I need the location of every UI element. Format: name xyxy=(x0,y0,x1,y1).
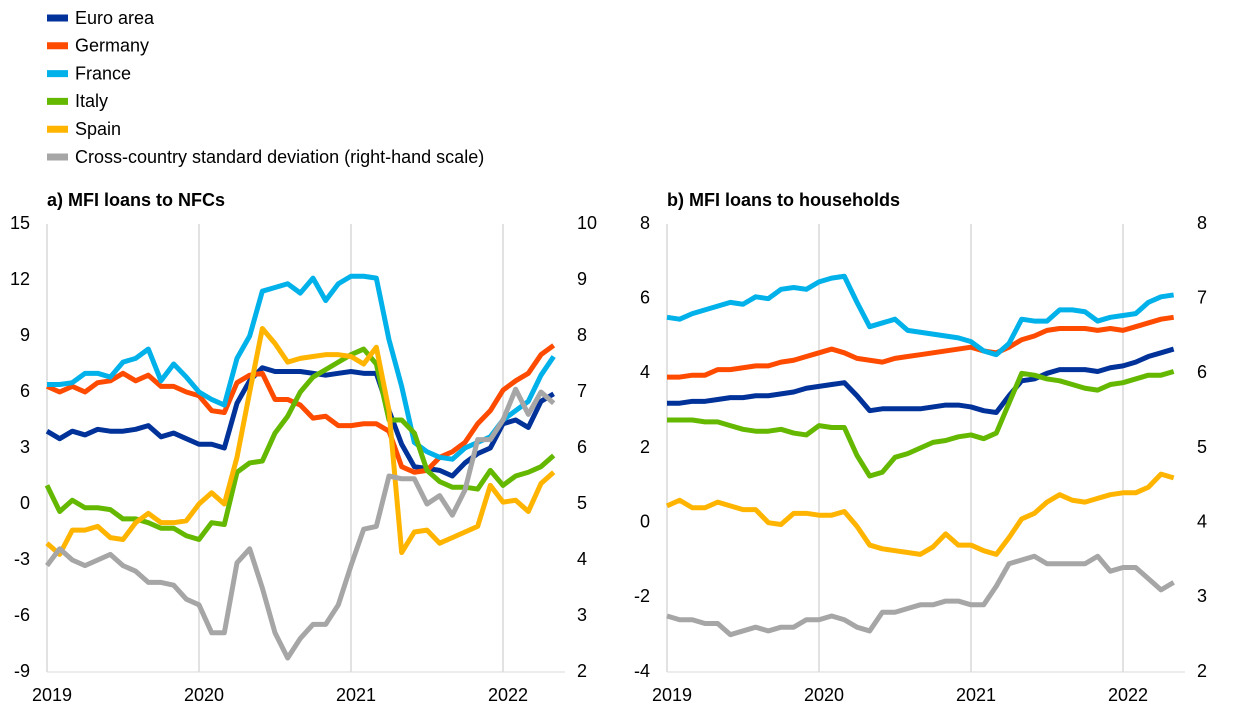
y-tick-label: 6 xyxy=(20,381,30,401)
x-tick-label: 2019 xyxy=(652,685,692,705)
y2-tick-label: 5 xyxy=(1197,437,1207,457)
series-line xyxy=(47,273,556,462)
y-tick-label: 12 xyxy=(10,269,30,289)
series-line xyxy=(45,326,556,557)
y2-tick-label: 7 xyxy=(1197,287,1207,307)
y2-tick-label: 6 xyxy=(577,437,587,457)
legend-label: Spain xyxy=(75,119,121,139)
y-tick-label: -9 xyxy=(14,661,30,681)
y2-tick-label: 7 xyxy=(577,381,587,401)
legend-label: Euro area xyxy=(75,8,155,28)
y-tick-label: 9 xyxy=(20,325,30,345)
series-line xyxy=(667,369,1175,479)
y-tick-label: 15 xyxy=(10,213,30,233)
legend-label: Italy xyxy=(75,91,108,111)
series-line xyxy=(45,365,555,479)
y2-tick-label: 4 xyxy=(1197,511,1207,531)
y-tick-label: -4 xyxy=(634,661,650,681)
y2-tick-label: 8 xyxy=(577,325,587,345)
x-tick-label: 2020 xyxy=(184,685,224,705)
x-tick-label: 2022 xyxy=(1108,685,1148,705)
y2-tick-label: 3 xyxy=(1197,586,1207,606)
x-tick-label: 2020 xyxy=(804,685,844,705)
x-tick-label: 2021 xyxy=(956,685,996,705)
series-line xyxy=(667,346,1175,416)
y2-tick-label: 10 xyxy=(577,213,597,233)
series-line xyxy=(45,386,556,661)
y2-tick-label: 2 xyxy=(577,661,587,681)
series-line xyxy=(665,471,1175,557)
series-line xyxy=(666,273,1175,358)
y-tick-label: 3 xyxy=(20,437,30,457)
series-line xyxy=(666,553,1175,638)
y2-tick-label: 8 xyxy=(1197,213,1207,233)
x-tick-label: 2021 xyxy=(336,685,376,705)
x-tick-label: 2022 xyxy=(488,685,528,705)
y-tick-label: -6 xyxy=(14,605,30,625)
y2-tick-label: 6 xyxy=(1197,362,1207,382)
panel-title: b) MFI loans to households xyxy=(667,190,900,210)
y2-tick-label: 4 xyxy=(577,549,587,569)
legend-label: France xyxy=(75,63,131,83)
y-tick-label: 4 xyxy=(640,362,650,382)
legend-label: Germany xyxy=(75,36,149,56)
x-tick-label: 2019 xyxy=(32,685,72,705)
series-line xyxy=(667,314,1175,380)
y-tick-label: 2 xyxy=(640,437,650,457)
panel-title: a) MFI loans to NFCs xyxy=(47,190,225,210)
legend-label: Cross-country standard deviation (right-… xyxy=(75,147,484,167)
y2-tick-label: 5 xyxy=(577,493,587,513)
y-tick-label: -3 xyxy=(14,549,30,569)
series-line xyxy=(45,343,556,475)
y-tick-label: 0 xyxy=(20,493,30,513)
y2-tick-label: 2 xyxy=(1197,661,1207,681)
series-line xyxy=(44,346,556,542)
y-tick-label: 0 xyxy=(640,511,650,531)
y2-tick-label: 9 xyxy=(577,269,587,289)
y2-tick-label: 3 xyxy=(577,605,587,625)
y-tick-label: 8 xyxy=(640,213,650,233)
y-tick-label: -2 xyxy=(634,586,650,606)
y-tick-label: 6 xyxy=(640,287,650,307)
